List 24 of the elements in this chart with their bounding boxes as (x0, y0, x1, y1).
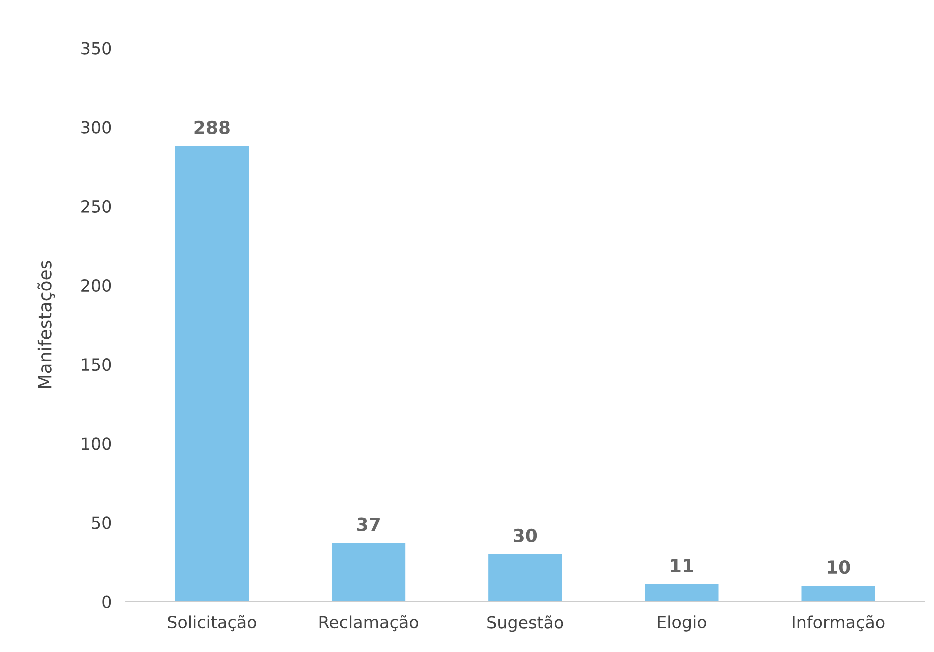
data-label: 288 (194, 120, 230, 134)
y-tick-label: 350 (82, 42, 112, 55)
y-tick-label: 100 (82, 438, 112, 450)
data-label: 37 (357, 518, 380, 532)
y-tick-label: 150 (82, 358, 112, 372)
bar (802, 586, 876, 602)
data-label: 11 (671, 559, 694, 572)
x-tick-label: Reclamação (320, 615, 418, 632)
bar (332, 543, 406, 602)
bar (488, 554, 562, 602)
x-tick-label: Solicitação (168, 615, 256, 632)
x-tick-label: Sugestão (488, 616, 564, 632)
data-label: 10 (828, 560, 850, 574)
data-label: 30 (514, 528, 538, 543)
x-tick-label: Elogio (658, 616, 706, 632)
bar (175, 146, 250, 602)
y-tick-label: 50 (92, 516, 112, 530)
y-tick-label: 250 (82, 200, 112, 213)
y-tick-label: 0 (102, 596, 112, 608)
x-tick-label: Informação (793, 615, 885, 632)
y-tick-label: 300 (82, 121, 112, 134)
y-axis-title: Manifestações (38, 261, 56, 388)
bar (645, 584, 719, 602)
y-tick-label: 200 (82, 279, 112, 292)
